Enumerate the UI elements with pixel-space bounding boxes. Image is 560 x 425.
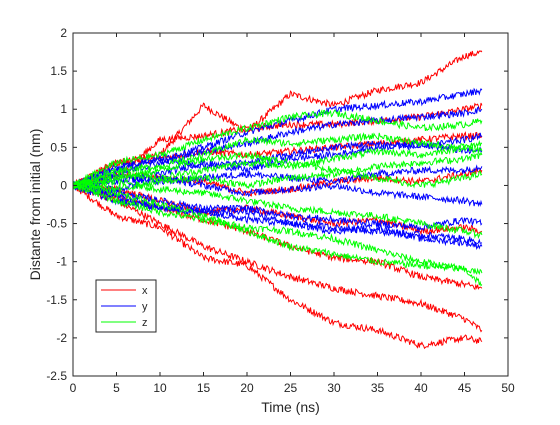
y-tick-label: 1.5 [50,64,67,78]
series-z-line-5 [72,151,483,189]
series-z-line-8 [72,139,483,188]
x-tick-label: 10 [153,381,167,395]
y-tick-label: -1.5 [46,293,67,307]
y-axis-label: Distante from initial (nm) [27,129,43,281]
series-y-line-8 [72,132,483,189]
x-tick-label: 35 [371,381,385,395]
series-z-line-3 [72,182,483,287]
x-ticks: 0 5 10 15 20 25 30 35 40 45 50 [70,33,515,395]
series-y-line-9 [72,182,483,245]
legend-label-x: x [142,285,148,297]
legend-label-y: y [142,301,148,313]
y-tick-label: -0.5 [46,217,67,231]
series-y-line-3 [72,183,483,233]
x-tick-label: 5 [113,381,120,395]
x-axis-label: Time (ns) [261,399,320,415]
series-y-line-6 [72,164,483,190]
series-x-line-2 [72,181,483,350]
y-ticks: -2.5 -2 -1.5 -1 -0.5 0 0.5 1 1.5 2 [46,26,508,383]
y-tick-label: -2 [56,331,67,345]
plot-lines [72,50,483,350]
x-tick-label: 0 [70,381,77,395]
series-x-line-6 [72,181,483,291]
x-tick-label: 25 [284,381,298,395]
y-tick-label: 0.5 [50,140,67,154]
series-x-line-3 [72,182,483,333]
x-tick-label: 40 [414,381,428,395]
x-tick-label: 15 [197,381,211,395]
x-tick-label: 45 [458,381,472,395]
series-z-line-1 [72,108,483,186]
x-tick-label: 30 [327,381,341,395]
legend: xyz [95,279,157,333]
series-x-line-4 [72,102,483,189]
series-z-line-4 [72,182,483,276]
y-tick-label: 2 [60,26,67,40]
legend-label-z: z [142,317,148,329]
x-tick-label: 50 [501,381,515,395]
y-tick-label: -2.5 [46,369,67,383]
y-tick-label: 1 [60,102,67,116]
x-tick-label: 20 [240,381,254,395]
series-y-line-7 [72,175,483,208]
y-tick-label: 0 [60,178,67,192]
y-tick-label: -1 [56,255,67,269]
series-z-line-7 [72,151,483,194]
series-z-line-2 [72,132,483,190]
